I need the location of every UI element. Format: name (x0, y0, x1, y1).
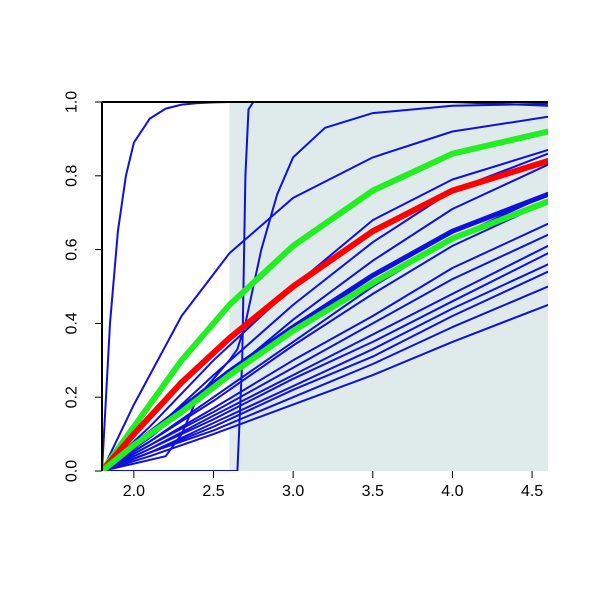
x-tick-label-2: 2.5 (202, 483, 224, 500)
series-line-2 (102, 102, 548, 471)
axes: 2.0 2.5 3.0 3.5 4.0 4.5 0.0 0.2 0.4 0.6 0.8 1.0 (64, 91, 548, 500)
y-tick-label-6: 1.0 (64, 91, 81, 113)
x-tick-label-5: 4.0 (441, 483, 463, 500)
series-line-18 (102, 128, 548, 471)
x-tick-label-4: 3.5 (362, 483, 384, 500)
series-line-7 (102, 163, 548, 471)
series-line-17 (102, 303, 548, 471)
series-line-1 (102, 102, 548, 471)
series-line-9 (102, 200, 548, 471)
x-tick-label-1: 2.0 (123, 483, 145, 500)
y-tick-label-1: 0.0 (64, 460, 81, 482)
series-line-13 (102, 252, 548, 471)
y-tick-label-4: 0.6 (64, 238, 81, 260)
series-line-4 (102, 115, 548, 471)
series-line-16 (102, 285, 548, 471)
y-tick-label-3: 0.4 (64, 312, 81, 334)
plot-area (102, 102, 548, 471)
series-line-21 (102, 198, 548, 471)
series-line-11 (102, 233, 548, 471)
x-tick-label-6: 4.5 (521, 483, 543, 500)
x-tick-label-3: 3.0 (282, 483, 304, 500)
y-tick-label-5: 0.8 (64, 165, 81, 187)
y-tick-label-2: 0.2 (64, 386, 81, 408)
series-line-19 (102, 158, 548, 471)
